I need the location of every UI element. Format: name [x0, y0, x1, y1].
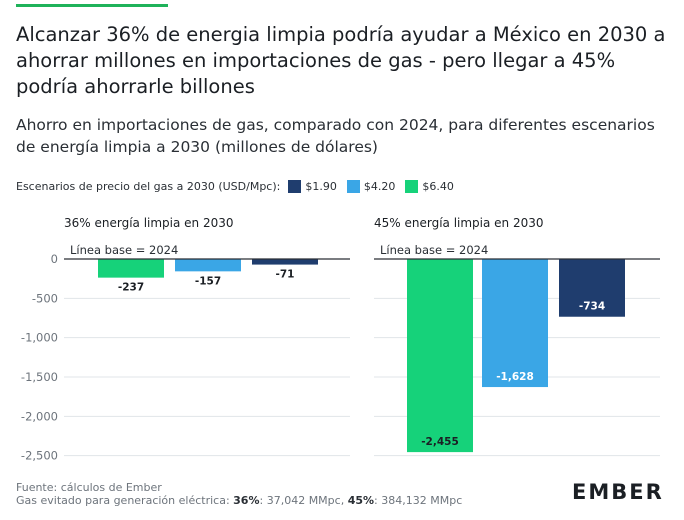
legend: Escenarios de precio del gas a 2030 (USD… — [16, 178, 464, 194]
panel2-baseline-label: Línea base = 2024 — [380, 243, 488, 257]
panel2-bar-3 — [559, 259, 625, 317]
legend-title: Escenarios de precio del gas a 2030 (USD… — [16, 179, 281, 193]
panel1-ytick-label: -2,500 — [21, 449, 58, 463]
panel1-bar-3 — [252, 259, 318, 265]
panel1-ytick-label: -500 — [32, 291, 58, 305]
panel1-ytick-label: -2,000 — [21, 409, 58, 423]
panel2-bar-1 — [407, 259, 473, 453]
legend-swatch-2 — [346, 179, 360, 193]
gas-note-45-label: 45% — [347, 494, 375, 507]
panel1-ytick-label: -1,000 — [21, 331, 58, 345]
legend-label-2: $4.20 — [363, 179, 396, 193]
legend-item-1: $1.90 — [288, 179, 337, 193]
panel1-bar-1 — [98, 259, 164, 278]
panel1-baseline-label: Línea base = 2024 — [70, 243, 178, 257]
panel1-value-label-2: -157 — [195, 275, 221, 287]
gas-note: Gas evitado para generación eléctrica: 3… — [16, 494, 462, 507]
panel1-ytick-label: -1,500 — [21, 370, 58, 384]
panel1-title: 36% energía limpia en 2030 — [64, 216, 234, 230]
accent-bar — [16, 4, 168, 7]
gas-note-36-value: : 37,042 MMpc, — [259, 494, 348, 507]
gas-note-36-label: 36% — [233, 494, 260, 507]
panel1-value-label-1: -237 — [118, 282, 144, 294]
legend-item-3: $6.40 — [405, 179, 454, 193]
panel1-value-label-3: -71 — [276, 269, 295, 281]
legend-label-3: $6.40 — [422, 179, 454, 193]
legend-label-1: $1.90 — [305, 179, 337, 193]
legend-swatch-1 — [288, 179, 302, 193]
chart-subtitle: Ahorro en importaciones de gas, comparad… — [16, 116, 655, 156]
panel1-ytick-label: 0 — [51, 252, 58, 266]
panel1-bar-2 — [175, 259, 241, 272]
panel2-value-label-1: -2,455 — [421, 436, 459, 448]
gas-note-prefix: Gas evitado para generación eléctrica: — [16, 494, 234, 507]
panel2-bar-2 — [482, 259, 548, 388]
source-note: Fuente: cálculos de Ember — [16, 481, 162, 494]
legend-item-2: $4.20 — [346, 179, 396, 193]
panel2-title: 45% energía limpia en 2030 — [374, 216, 544, 230]
legend-swatch-3 — [405, 179, 419, 193]
panel2-value-label-2: -1,628 — [496, 371, 534, 383]
chart-title: Alcanzar 36% de energia limpia podría ay… — [16, 23, 666, 98]
footer: Fuente: cálculos de Ember Gas evitado pa… — [16, 481, 462, 507]
gas-note-45-value: : 384,132 MMpc — [374, 494, 463, 507]
panel2-value-label-3: -734 — [579, 301, 605, 313]
ember-logo: EMBER — [572, 480, 664, 504]
